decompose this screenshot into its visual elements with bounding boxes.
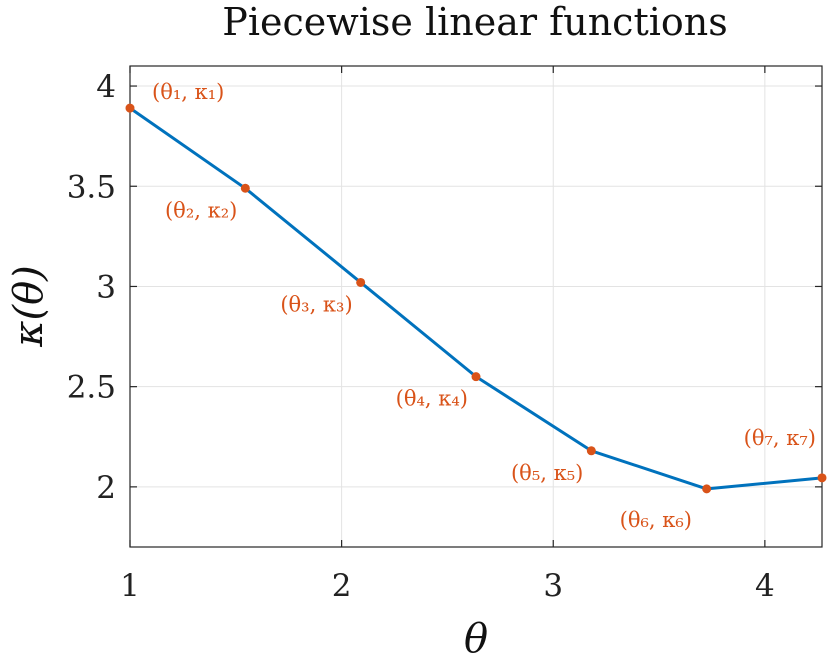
data-point [586, 446, 596, 456]
data-point [702, 484, 712, 494]
point-labels: (θ₁, κ₁) (θ₂, κ₂) (θ₃, κ₃) (θ₄, κ₄) (θ₅, κ₅)… [152, 80, 816, 532]
x-tick-label: 1 [120, 568, 140, 604]
point-label: (θ₅, κ₅) [511, 461, 583, 485]
data-point [471, 372, 481, 382]
point-label: (θ₁, κ₁) [152, 80, 224, 104]
plot-area [130, 66, 822, 547]
grid [129, 66, 822, 547]
y-tick-label: 3.5 [67, 169, 116, 205]
point-label: (θ₄, κ₄) [396, 387, 468, 411]
data-point [125, 103, 135, 113]
x-tick-label: 3 [543, 568, 563, 604]
y-tick-label: 4 [96, 69, 116, 105]
data-point [356, 277, 366, 287]
point-label: (θ₇, κ₇) [744, 426, 816, 450]
axes-box [129, 65, 823, 548]
x-tick-label: 2 [332, 568, 352, 604]
data-point [817, 473, 827, 483]
point-label: (θ₆, κ₆) [620, 508, 692, 532]
axes [129, 65, 823, 548]
x-tick-label: 4 [755, 568, 775, 604]
point-label: (θ₂, κ₂) [165, 198, 237, 222]
data-point [240, 183, 250, 193]
series [125, 103, 827, 494]
x-axis-label: θ [464, 616, 488, 661]
y-tick-label: 2 [96, 470, 116, 506]
y-tick-label: 2.5 [67, 370, 116, 406]
chart-title: Piecewise linear functions [222, 0, 727, 44]
tick-labels: 1 2 3 4 2 2.5 3 3.5 4 [67, 69, 775, 604]
point-label: (θ₃, κ₃) [280, 292, 352, 316]
y-axis-label: κ(θ) [6, 265, 52, 348]
y-tick-label: 3 [96, 269, 116, 305]
